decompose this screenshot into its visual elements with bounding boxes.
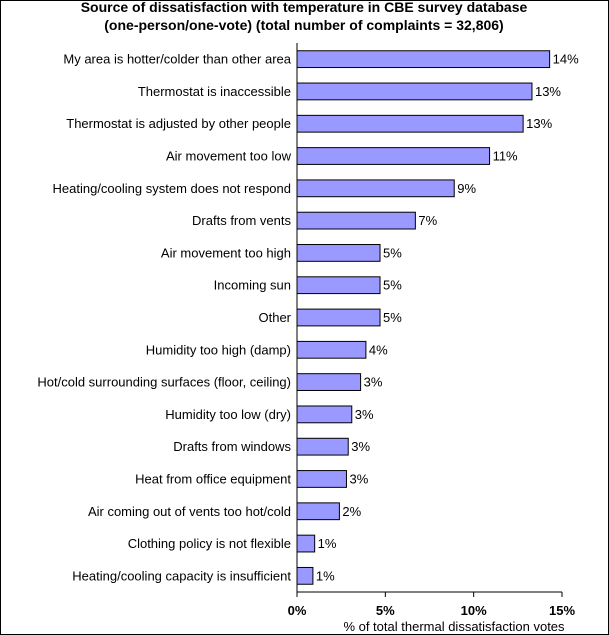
category-label: Other <box>258 310 291 325</box>
value-label: 11% <box>493 149 518 164</box>
category-label: Clothing policy is not flexible <box>128 536 291 551</box>
x-tick-label: 10% <box>461 603 487 618</box>
bar <box>296 211 416 230</box>
value-label: 5% <box>383 245 402 260</box>
bar <box>296 114 524 133</box>
bar <box>296 82 533 101</box>
bar <box>296 502 340 521</box>
category-label: Drafts from windows <box>173 439 291 454</box>
value-label: 5% <box>383 310 402 325</box>
value-label: 13% <box>526 116 552 131</box>
bar <box>296 276 381 295</box>
x-ticks-layer: 0% 5% 10% 15% <box>288 592 575 618</box>
bar <box>296 244 381 262</box>
bar <box>296 566 314 585</box>
chart-title-line-1: Source of dissatisfaction with temperatu… <box>81 0 528 15</box>
bar <box>296 308 381 327</box>
category-label: Heating/cooling system does not respond <box>53 181 291 196</box>
category-label: Drafts from vents <box>192 213 291 228</box>
value-label: 4% <box>369 342 388 357</box>
bar <box>296 50 551 69</box>
category-label: My area is hotter/colder than other area <box>63 52 291 67</box>
category-label: Humidity too low (dry) <box>165 407 291 422</box>
bars-layer <box>296 50 551 585</box>
category-label: Heat from office equipment <box>135 471 291 486</box>
value-label: 13% <box>535 84 561 99</box>
category-label: Air coming out of vents too hot/cold <box>88 504 291 519</box>
value-label: 1% <box>316 568 335 583</box>
bar <box>296 405 353 424</box>
x-tick-label: 15% <box>549 603 575 618</box>
bar <box>296 534 316 553</box>
value-label: 7% <box>418 213 437 228</box>
value-label: 3% <box>351 439 370 454</box>
category-label: Incoming sun <box>214 278 291 293</box>
bar <box>296 147 491 165</box>
value-label: 9% <box>457 181 476 196</box>
value-label: 5% <box>383 278 402 293</box>
value-label: 14% <box>553 52 579 67</box>
x-tick-label: 5% <box>376 603 395 618</box>
category-label: Hot/cold surrounding surfaces (floor, ce… <box>37 375 291 390</box>
chart-title-line-2: (one-person/one-vote) (total number of c… <box>104 17 503 33</box>
bar <box>296 470 347 488</box>
value-label: 1% <box>318 536 337 551</box>
value-label: 3% <box>349 471 368 486</box>
bar <box>296 340 367 359</box>
value-label: 3% <box>364 375 383 390</box>
category-label: Heating/cooling capacity is insufficient <box>72 568 291 583</box>
category-label: Thermostat is inaccessible <box>138 84 291 99</box>
value-labels-layer: 14% 13% 13% 11% 9% 7% 5% 5% 5% 4% 3% 3% 3% 3% 2% 1% 1% <box>316 52 579 584</box>
bar <box>296 373 362 391</box>
bar <box>296 437 349 456</box>
category-label: Thermostat is adjusted by other people <box>66 116 291 131</box>
category-label: Air movement too high <box>161 245 291 260</box>
x-axis-title: % of total thermal dissatisfaction votes <box>343 619 565 634</box>
value-label: 2% <box>342 504 361 519</box>
bar <box>296 179 455 198</box>
x-tick-label: 0% <box>288 603 307 618</box>
category-label: Air movement too low <box>166 149 292 164</box>
category-label: Humidity too high (damp) <box>146 342 291 357</box>
category-labels-layer: My area is hotter/colder than other area… <box>37 52 291 584</box>
value-label: 3% <box>355 407 374 422</box>
